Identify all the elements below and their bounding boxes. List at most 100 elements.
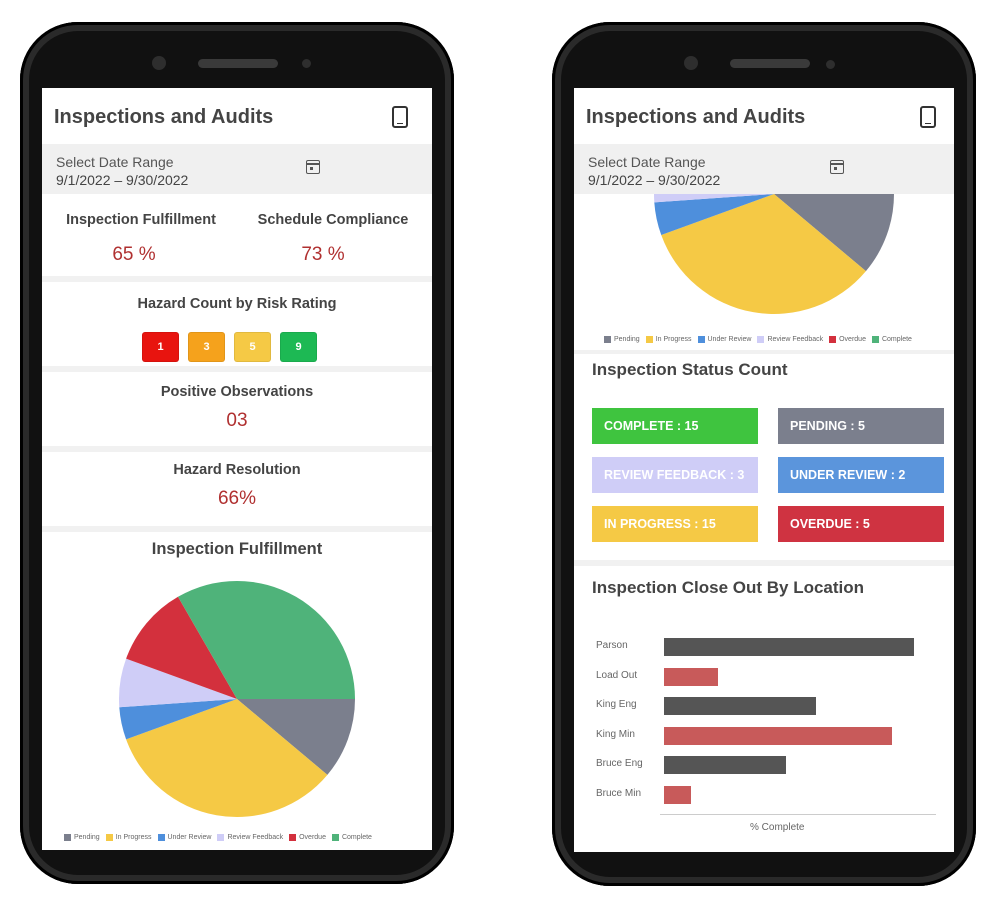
status-tile-review-feedback[interactable]: REVIEW FEEDBACK : 3 bbox=[592, 457, 758, 493]
kpi-value-compliance: 73 % bbox=[301, 244, 345, 265]
screen-right: Pending In Progress Under Review Review Fee… bbox=[574, 88, 954, 852]
status-tile-under-review[interactable]: UNDER REVIEW : 2 bbox=[778, 457, 944, 493]
legend-item[interactable]: Complete bbox=[331, 834, 372, 841]
bar-bruce-eng[interactable] bbox=[664, 756, 787, 774]
bar-king-eng[interactable] bbox=[664, 697, 817, 715]
positive-observations-title: Positive Observations bbox=[160, 384, 314, 400]
legend-item[interactable]: Review Feedback bbox=[757, 336, 823, 343]
date-range-picker[interactable]: Select Date Range 9/1/2022 – 9/30/2022 bbox=[574, 144, 954, 194]
legend-item[interactable]: Pending bbox=[604, 336, 640, 343]
fulfillment-pie-chart-scrolled bbox=[653, 184, 894, 314]
pie-slice-in-progress[interactable] bbox=[661, 194, 866, 314]
chart-legend: Pending In Progress Under Review Review Fee… bbox=[64, 834, 378, 841]
status-tile-complete[interactable]: COMPLETE : 15 bbox=[592, 408, 758, 444]
legend-label: Complete bbox=[881, 336, 912, 343]
legend-item[interactable]: Review Feedback bbox=[217, 834, 283, 841]
legend-label: Overdue bbox=[839, 336, 866, 343]
hazard-resolution-card: Hazard Resolution 66% bbox=[42, 452, 432, 526]
legend-item[interactable]: Under Review bbox=[697, 336, 752, 343]
date-range-value: 9/1/2022 – 9/30/2022 bbox=[588, 172, 721, 188]
bar-bruce-min[interactable] bbox=[664, 785, 692, 804]
legend-item[interactable]: In Progress bbox=[105, 834, 152, 841]
sensor-dot bbox=[302, 59, 311, 68]
pie-slice-complete[interactable] bbox=[178, 581, 355, 699]
risk-rating-badge[interactable]: 1 bbox=[142, 332, 179, 362]
pie-slice-under-review[interactable] bbox=[654, 194, 774, 236]
tablet-icon[interactable] bbox=[920, 106, 936, 128]
fulfillment-chart-card: Inspection Fulfillment Pending In Progres… bbox=[42, 532, 432, 850]
legend-label: In Progress bbox=[115, 834, 152, 841]
bar-category-label: King Min bbox=[596, 728, 635, 740]
kpi-card: Inspection Fulfillment 65 % Schedule Com… bbox=[42, 198, 432, 276]
divider bbox=[42, 446, 432, 452]
risk-rating-badge[interactable]: 3 bbox=[188, 332, 225, 362]
legend-item[interactable]: Under Review bbox=[157, 834, 211, 841]
pie-slice-review-feedback[interactable] bbox=[118, 658, 237, 708]
app-header: Inspections and Audits bbox=[42, 88, 432, 142]
pie-slice-in-progress[interactable] bbox=[126, 699, 328, 817]
legend-label: Review Feedback bbox=[227, 834, 284, 841]
legend-label: Under Review bbox=[707, 336, 752, 343]
legend-item[interactable]: Overdue bbox=[289, 834, 326, 841]
bar-category-label: Bruce Min bbox=[596, 787, 642, 799]
legend-swatch bbox=[757, 336, 765, 343]
pie-slice-overdue[interactable] bbox=[126, 596, 237, 699]
legend-swatch bbox=[289, 834, 297, 841]
pie-slice-under-review[interactable] bbox=[119, 699, 237, 740]
status-tile-in-progress[interactable]: IN PROGRESS : 15 bbox=[592, 506, 758, 542]
legend-swatch bbox=[105, 834, 113, 841]
legend-item[interactable]: Pending bbox=[64, 834, 100, 841]
divider bbox=[574, 560, 954, 566]
bar-category-label: Bruce Eng bbox=[596, 758, 643, 769]
divider bbox=[42, 276, 432, 282]
bar-king-min[interactable] bbox=[664, 726, 893, 745]
divider bbox=[574, 350, 954, 354]
legend-label: In Progress bbox=[655, 336, 692, 343]
legend-label: Pending bbox=[614, 336, 640, 343]
hazard-resolution-value: 66% bbox=[217, 488, 257, 509]
speaker-grille bbox=[198, 59, 278, 68]
kpi-value-fulfillment: 65 % bbox=[112, 244, 156, 265]
calendar-icon[interactable] bbox=[306, 160, 320, 174]
status-tile-overdue[interactable]: OVERDUE : 5 bbox=[778, 506, 944, 542]
date-range-picker[interactable]: Select Date Range 9/1/2022 – 9/30/2022 bbox=[42, 144, 432, 194]
legend-swatch bbox=[331, 834, 339, 841]
app-header: Inspections and Audits bbox=[574, 88, 954, 142]
fulfillment-chart-title: Inspection Fulfillment bbox=[151, 540, 323, 558]
legend-item[interactable]: In Progress bbox=[645, 336, 692, 343]
hazard-title: Hazard Count by Risk Rating bbox=[137, 296, 337, 312]
status-tile-pending[interactable]: PENDING : 5 bbox=[778, 408, 944, 444]
legend-swatch bbox=[829, 336, 837, 343]
chart-legend: Pending In Progress Under Review Review Fee… bbox=[604, 336, 918, 343]
legend-swatch bbox=[871, 336, 879, 343]
pie-slice-pending[interactable] bbox=[237, 699, 355, 775]
risk-rating-badge[interactable]: 9 bbox=[280, 332, 317, 362]
divider bbox=[42, 366, 432, 372]
x-axis-title: % Complete bbox=[750, 822, 805, 833]
date-range-label: Select Date Range bbox=[56, 154, 174, 170]
x-axis-line bbox=[660, 814, 936, 815]
divider bbox=[42, 526, 432, 532]
front-camera bbox=[684, 56, 698, 70]
bar-parson[interactable] bbox=[664, 638, 915, 656]
pie-slice-pending[interactable] bbox=[774, 194, 894, 272]
legend-item[interactable]: Overdue bbox=[829, 336, 866, 343]
legend-item[interactable]: Complete bbox=[871, 336, 912, 343]
sensor-dot bbox=[826, 60, 835, 69]
bar-category-label: Parson bbox=[596, 640, 628, 651]
tablet-icon[interactable] bbox=[392, 106, 408, 128]
phone-frame-right: Pending In Progress Under Review Review Fee… bbox=[552, 22, 976, 886]
bar-category-label: Load Out bbox=[596, 669, 638, 681]
calendar-icon[interactable] bbox=[830, 160, 844, 174]
fulfillment-pie-chart bbox=[118, 581, 355, 817]
front-camera bbox=[152, 56, 166, 70]
bar-load-out[interactable] bbox=[664, 667, 719, 686]
legend-label: Complete bbox=[341, 834, 372, 841]
risk-rating-badge[interactable]: 5 bbox=[234, 332, 271, 362]
closeout-title: Inspection Close Out By Location bbox=[592, 578, 865, 597]
legend-swatch bbox=[217, 834, 225, 841]
legend-label: Overdue bbox=[299, 834, 326, 841]
legend-swatch bbox=[697, 336, 705, 343]
screen-left: Inspections and Audits Select Date Range… bbox=[42, 88, 432, 850]
legend-swatch bbox=[157, 834, 165, 841]
